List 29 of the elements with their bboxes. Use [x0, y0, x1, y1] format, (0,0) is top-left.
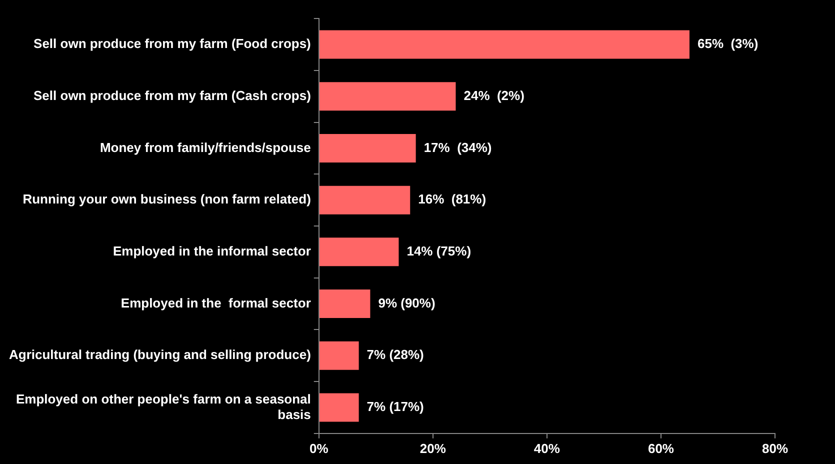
data-label: 7% (17%) [366, 399, 424, 414]
y-tick-label: Money from family/friends/spouse [100, 140, 311, 155]
y-tick-label: Employed on other people's farm on a seasonal basis [16, 391, 311, 422]
y-tick-label: Employed in the formal sector [120, 295, 311, 310]
bar [319, 290, 370, 318]
data-label: 16% (81%) [418, 192, 486, 207]
y-tick-label: Running your own business (non farm related) [22, 192, 311, 207]
y-tick-label: Sell own produce from my farm (Cash crops) [34, 88, 311, 103]
y-tick-label: Agricultural trading (buying and selling produce) [8, 347, 311, 362]
data-label: 9% (90%) [378, 295, 436, 310]
data-label: 65% (3%) [697, 36, 758, 52]
y-tick-label: Employed in the informal sector [112, 244, 311, 259]
data-label: 17% (34%) [424, 140, 492, 155]
x-tick-label: 60% [648, 440, 674, 456]
data-label: 14% (75%) [406, 244, 472, 259]
bar [319, 186, 410, 214]
bar [319, 238, 399, 266]
x-tick-label: 20% [420, 440, 446, 456]
x-tick-label: 40% [534, 440, 560, 456]
bar [319, 134, 416, 162]
bar [319, 393, 359, 422]
bar [319, 82, 456, 111]
x-tick-label: 80% [762, 440, 788, 456]
data-label: 7% (28%) [366, 347, 424, 362]
y-tick-label: Sell own produce from my farm (Food crops) [34, 36, 311, 52]
bar [319, 30, 690, 59]
data-label: 24% (2%) [464, 88, 524, 103]
bar [319, 341, 359, 370]
x-tick-label: 0% [310, 440, 329, 456]
